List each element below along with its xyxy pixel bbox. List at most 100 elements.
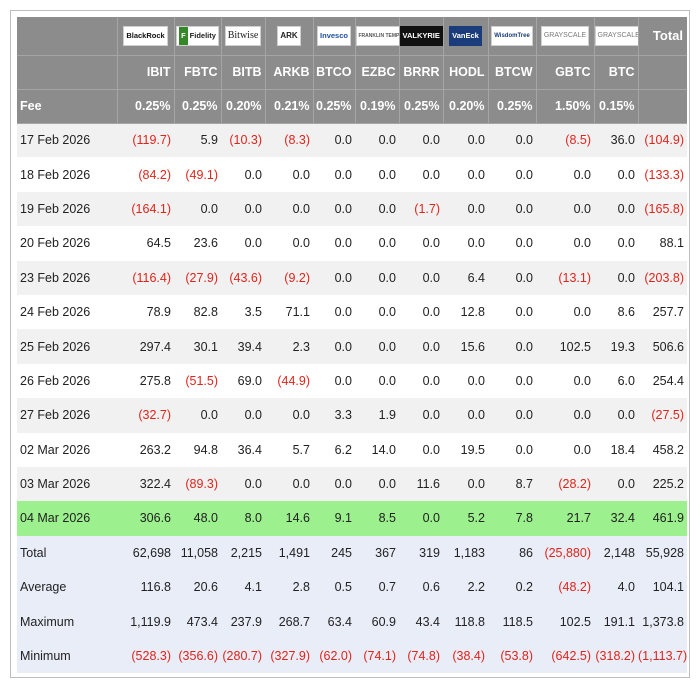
flow-cell: 118.8 [443, 604, 488, 639]
flow-cell: 0.0 [221, 466, 265, 502]
flow-cell: 473.4 [174, 604, 221, 639]
fee-cell: 0.25% [313, 89, 356, 124]
ticker-cell: FBTC [174, 55, 222, 90]
flow-cell: (84.2) [117, 157, 174, 192]
daily-flow-row: 04 Mar 2026 306.6 48.0 8.0 14.6 9.1 8.5 0.0 5.2 7… [17, 501, 687, 536]
flow-cell: 15.6 [443, 329, 488, 364]
flow-cell: (280.7) [221, 638, 265, 674]
total-header: Total [638, 17, 687, 56]
date-cell: 18 Feb 2026 [17, 157, 117, 192]
flow-cell: 102.5 [536, 604, 594, 639]
daily-flow-row: 25 Feb 2026 297.4 30.1 39.4 2.3 0.0 0.0 0.0 15.6… [17, 329, 687, 364]
flow-cell: (1.7) [399, 191, 443, 227]
flow-cell: (89.3) [174, 466, 221, 502]
total-cell: (165.8) [638, 191, 687, 227]
flow-cell: 0.0 [399, 363, 443, 399]
invesco-logo: Invesco [317, 25, 351, 46]
flow-cell: (9.2) [265, 260, 313, 295]
flow-cell: (74.8) [399, 638, 443, 674]
ticker-row: IBIT FBTC BITB ARKB BTCO EZBC BRRR HODL … [17, 55, 687, 90]
flow-cell: 0.0 [313, 157, 355, 192]
flow-cell: (27.9) [174, 260, 221, 295]
flow-cell: (25,880) [536, 535, 594, 571]
fee-cell: 0.21% [265, 89, 314, 124]
total-cell: 254.4 [638, 363, 687, 399]
flow-cell: 62,698 [117, 535, 174, 571]
daily-flow-row: 18 Feb 2026 (84.2) (49.1) 0.0 0.0 0.0 0.0 0.0 0.… [17, 157, 687, 192]
flow-cell: 0.0 [536, 294, 594, 330]
flow-cell: (10.3) [221, 123, 265, 158]
flow-cell: 0.2 [488, 570, 536, 605]
flow-cell: 118.5 [488, 604, 536, 639]
total-cell: (27.5) [638, 398, 687, 433]
flow-cell: 275.8 [117, 363, 174, 399]
flow-cell: 18.4 [594, 432, 638, 467]
flow-cell: 36.0 [594, 123, 638, 158]
flow-cell: 5.7 [265, 432, 313, 467]
flow-cell: 2.8 [265, 570, 313, 605]
flow-cell: 0.0 [313, 466, 355, 502]
flow-cell: 5.2 [443, 501, 488, 536]
fee-cell: 0.15% [594, 89, 639, 124]
flow-cell: 14.0 [355, 432, 399, 467]
ticker-cell: EZBC [355, 55, 400, 90]
flow-cell: 6.0 [594, 363, 638, 399]
flow-cell: 78.9 [117, 294, 174, 330]
flow-cell: (116.4) [117, 260, 174, 295]
flow-cell: 0.0 [536, 191, 594, 227]
flow-cell: 0.0 [399, 398, 443, 433]
flow-cell: (327.9) [265, 638, 313, 674]
flow-cell: 0.0 [443, 123, 488, 158]
grayscale-mini-logo: GRAYSCALE [594, 25, 637, 46]
flow-cell: 0.0 [399, 294, 443, 330]
flow-cell: (74.1) [355, 638, 399, 674]
total-cell: 461.9 [638, 501, 687, 536]
flow-cell: 4.1 [221, 570, 265, 605]
flow-cell: 2,215 [221, 535, 265, 571]
flow-cell: 0.0 [594, 398, 638, 433]
flow-cell: (48.2) [536, 570, 594, 605]
flow-cell: 8.7 [488, 466, 536, 502]
flow-cell: 1.9 [355, 398, 399, 433]
flow-cell: 0.5 [313, 570, 355, 605]
flow-cell: 322.4 [117, 466, 174, 502]
bitwise-logo: Bitwise [224, 25, 262, 46]
summary-label: Maximum [17, 604, 117, 639]
ticker-cell: BTC [594, 55, 639, 90]
flow-cell: 0.0 [355, 226, 399, 261]
fee-cell: 0.19% [355, 89, 400, 124]
summary-label: Minimum [17, 638, 117, 674]
flow-cell: 0.0 [265, 398, 313, 433]
flow-cell: 0.0 [313, 191, 355, 227]
flow-cell: 0.0 [443, 398, 488, 433]
date-cell: 24 Feb 2026 [17, 294, 117, 330]
flow-cell: 0.0 [488, 432, 536, 467]
daily-flow-row: 23 Feb 2026 (116.4) (27.9) (43.6) (9.2) 0.0 0.… [17, 260, 687, 295]
total-cell: 506.6 [638, 329, 687, 364]
flow-cell: 0.0 [488, 157, 536, 192]
flow-cell: 0.0 [313, 363, 355, 399]
flow-cell: 0.0 [488, 363, 536, 399]
flow-cell: 5.9 [174, 123, 221, 158]
flow-cell: 9.1 [313, 501, 355, 536]
flow-cell: 6.4 [443, 260, 488, 295]
total-cell: 1,373.8 [638, 604, 687, 639]
flow-cell: 1,183 [443, 535, 488, 571]
flow-cell: 8.6 [594, 294, 638, 330]
flow-cell: 102.5 [536, 329, 594, 364]
flow-cell: 48.0 [174, 501, 221, 536]
flow-cell: 0.0 [594, 226, 638, 261]
vaneck-logo: VanEck [449, 25, 482, 46]
fidelity-logo: F Fidelity [176, 25, 219, 46]
date-cell: 02 Mar 2026 [17, 432, 117, 467]
valkyrie-logo: VALKYRIE [399, 25, 442, 46]
flow-cell: 0.0 [399, 226, 443, 261]
flow-cell: (38.4) [443, 638, 488, 674]
flow-cell: 0.0 [355, 294, 399, 330]
daily-flow-row: 20 Feb 2026 64.5 23.6 0.0 0.0 0.0 0.0 0.0 0.0 0.0… [17, 226, 687, 261]
summary-row: Average 116.8 20.6 4.1 2.8 0.5 0.7 0.6 2.2 0.2 (48… [17, 570, 687, 605]
daily-flow-row: 17 Feb 2026 (119.7) 5.9 (10.3) (8.3) 0.0 0.0 0.… [17, 123, 687, 158]
date-cell: 03 Mar 2026 [17, 466, 117, 502]
ticker-cell: ARKB [265, 55, 314, 90]
flow-cell: 116.8 [117, 570, 174, 605]
